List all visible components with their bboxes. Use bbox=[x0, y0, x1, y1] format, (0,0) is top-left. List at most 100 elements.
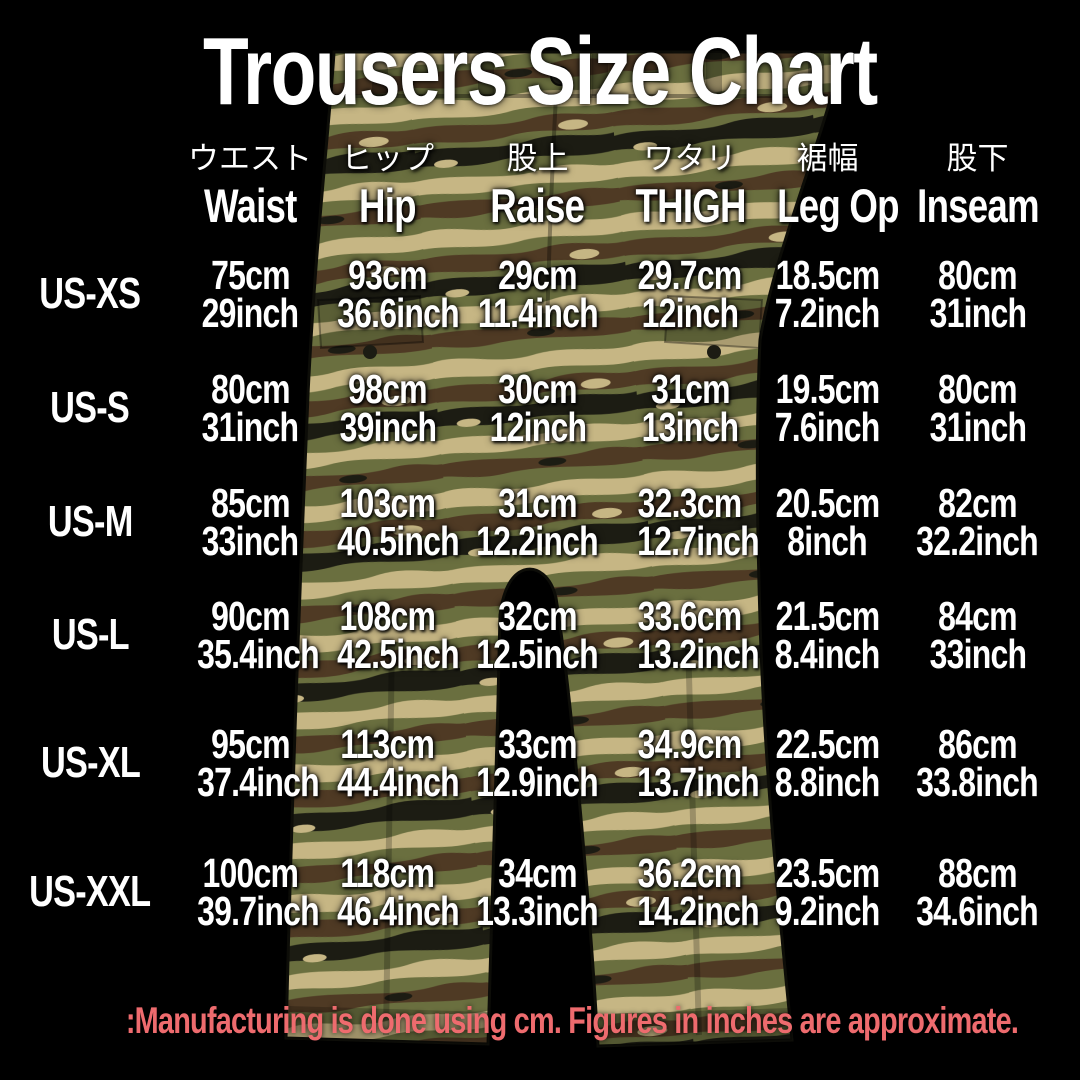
page-title-text: Trousers Size Chart bbox=[203, 18, 878, 125]
value-cm: 84cm bbox=[938, 593, 1017, 639]
column-jp-label: ヒップ bbox=[341, 141, 434, 176]
value-inch: 13.3inch bbox=[476, 888, 600, 934]
value-cm: 18.5cm bbox=[775, 252, 881, 298]
footnote-text: :Manufacturing is done using cm. Figures… bbox=[125, 1000, 1019, 1041]
value-cm: 20.5cm bbox=[775, 480, 881, 526]
value-inch: 13.2inch bbox=[637, 631, 760, 677]
column-jp-label: ウエスト bbox=[188, 141, 312, 176]
cell-inseam: 88cm 34.6inch bbox=[895, 850, 1060, 934]
value-inch: 36.6inch bbox=[337, 290, 460, 336]
value-inch: 34.6inch bbox=[916, 888, 1040, 934]
column-en-label: Raise bbox=[490, 179, 586, 232]
value-cm: 30cm bbox=[498, 366, 577, 412]
cell-raise: 34cm 13.3inch bbox=[455, 853, 620, 934]
value-inch: 33inch bbox=[201, 518, 299, 564]
value-cm: 31cm bbox=[650, 366, 730, 412]
cell-raise: 30cm 12inch bbox=[455, 366, 620, 450]
column-jp-label: 裾幅 bbox=[796, 141, 859, 176]
cell-legop: 22.5cm 8.8inch bbox=[760, 724, 895, 805]
cell-thigh: 36.2cm 14.2inch bbox=[620, 850, 760, 934]
value-inch: 8.8inch bbox=[775, 759, 881, 805]
column-header-inseam: 股下 Inseam bbox=[895, 138, 1060, 232]
value-cm: 90cm bbox=[210, 593, 290, 639]
value-inch: 44.4inch bbox=[337, 759, 460, 805]
value-inch: 8inch bbox=[787, 518, 868, 564]
column-jp-label: ワタリ bbox=[643, 141, 737, 176]
column-header-legop: 裾幅 Leg Op bbox=[760, 138, 899, 232]
value-inch: 12inch bbox=[641, 290, 739, 336]
value-cm: 34.9cm bbox=[638, 721, 743, 767]
value-inch: 12.9inch bbox=[476, 759, 600, 805]
value-cm: 80cm bbox=[938, 366, 1017, 412]
cell-waist: 75cm 29inch bbox=[180, 255, 320, 336]
value-inch: 12.2inch bbox=[476, 518, 600, 564]
size-label: US-XL bbox=[40, 738, 140, 787]
size-label: US-XXL bbox=[29, 867, 151, 916]
value-cm: 108cm bbox=[339, 593, 436, 639]
value-cm: 86cm bbox=[938, 721, 1017, 767]
value-cm: 98cm bbox=[348, 366, 427, 412]
cell-hip: 98cm 39inch bbox=[320, 366, 455, 450]
table-row-us-m: US-M 85cm 33inch 103cm 40.5inch 31cm 12.2in… bbox=[0, 480, 1060, 564]
value-inch: 35.4inch bbox=[197, 631, 320, 677]
cell-legop: 18.5cm 7.2inch bbox=[760, 252, 895, 336]
size-label: US-L bbox=[51, 610, 130, 659]
value-inch: 39inch bbox=[339, 404, 436, 450]
value-inch: 7.2inch bbox=[775, 290, 881, 336]
column-header-thigh: ワタリ THIGH bbox=[620, 138, 760, 232]
column-jp-label: 股上 bbox=[506, 141, 569, 176]
value-inch: 13inch bbox=[641, 404, 739, 450]
cell-waist: 90cm 35.4inch bbox=[180, 593, 320, 677]
footnote: :Manufacturing is done using cm. Figures… bbox=[0, 1000, 1080, 1042]
table-header: ウエスト Waist ヒップ Hip 股上 Raise ワタリ THIGH 裾幅… bbox=[0, 138, 1060, 232]
value-inch: 31inch bbox=[929, 290, 1026, 336]
cell-thigh: 34.9cm 13.7inch bbox=[620, 721, 760, 803]
cell-legop: 20.5cm 8inch bbox=[760, 480, 895, 564]
cell-thigh: 31cm 13inch bbox=[620, 366, 760, 450]
value-cm: 118cm bbox=[340, 850, 436, 896]
cell-hip: 103cm 40.5inch bbox=[320, 480, 460, 562]
value-inch: 33.8inch bbox=[916, 759, 1040, 805]
cell-thigh: 33.6cm 13.2inch bbox=[620, 596, 760, 677]
value-inch: 14.2inch bbox=[637, 888, 760, 934]
column-en-label: Inseam bbox=[916, 179, 1039, 232]
cell-inseam: 82cm 32.2inch bbox=[895, 483, 1060, 562]
cell-waist: 80cm 31inch bbox=[180, 369, 320, 450]
value-cm: 88cm bbox=[938, 850, 1017, 896]
cell-raise: 31cm 12.2inch bbox=[455, 483, 620, 564]
value-cm: 33cm bbox=[498, 721, 577, 767]
cell-inseam: 84cm 33inch bbox=[895, 593, 1060, 675]
value-inch: 42.5inch bbox=[337, 631, 460, 677]
value-inch: 9.2inch bbox=[775, 888, 881, 934]
value-cm: 95cm bbox=[210, 721, 290, 767]
cell-raise: 29cm 11.4inch bbox=[455, 255, 620, 334]
value-inch: 46.4inch bbox=[337, 888, 460, 934]
value-inch: 29inch bbox=[201, 290, 299, 336]
column-en-label: Hip bbox=[359, 179, 416, 232]
cell-legop: 23.5cm 9.2inch bbox=[760, 850, 895, 934]
column-header-waist: ウエスト Waist bbox=[180, 138, 320, 232]
value-inch: 7.6inch bbox=[775, 404, 881, 450]
value-inch: 12.7inch bbox=[637, 518, 760, 564]
value-cm: 85cm bbox=[210, 480, 290, 526]
table-row-us-xs: US-XS 75cm 29inch 93cm 36.6inch 29cm 11.4in… bbox=[0, 252, 1060, 336]
column-jp-label: 股下 bbox=[946, 141, 1009, 176]
cell-thigh: 29.7cm 12inch bbox=[620, 255, 760, 336]
value-cm: 36.2cm bbox=[638, 850, 743, 896]
value-inch: 31inch bbox=[201, 404, 299, 450]
value-cm: 93cm bbox=[348, 252, 427, 298]
column-en-label: Waist bbox=[203, 179, 297, 232]
value-cm: 32cm bbox=[498, 593, 577, 639]
cell-inseam: 86cm 33.8inch bbox=[895, 721, 1060, 805]
value-inch: 39.7inch bbox=[197, 888, 320, 934]
size-label: US-XS bbox=[39, 269, 141, 318]
value-cm: 80cm bbox=[938, 252, 1017, 298]
value-cm: 23.5cm bbox=[775, 850, 881, 896]
column-header-raise: 股上 Raise bbox=[455, 138, 620, 232]
table-row-us-xl: US-XL 95cm 37.4inch 113cm 44.4inch 33cm 12.… bbox=[0, 721, 1060, 805]
value-inch: 12.5inch bbox=[476, 631, 600, 677]
value-inch: 12inch bbox=[489, 404, 586, 450]
value-cm: 103cm bbox=[339, 480, 436, 526]
